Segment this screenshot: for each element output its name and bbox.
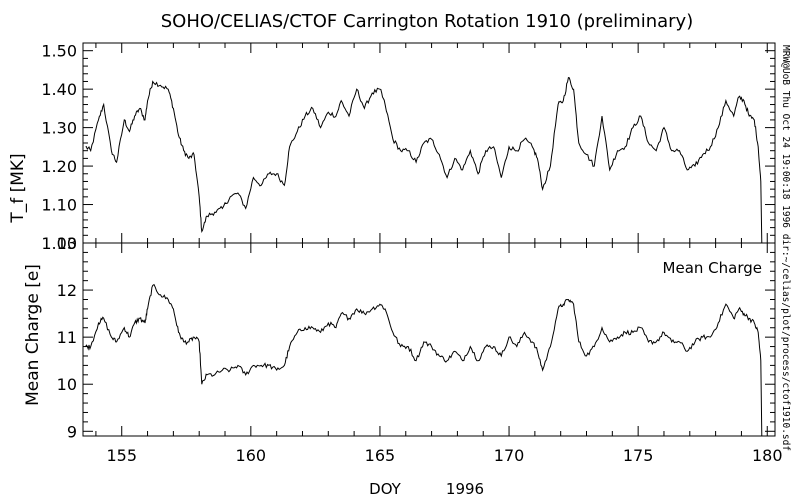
side-metadata-text: MRW@UoB Thu Oct 24 19:00:18 1996 dir:~/c… xyxy=(780,45,791,451)
y-tick-label: 1.20 xyxy=(41,157,77,176)
x-tick-label: 165 xyxy=(365,446,396,465)
mean-charge-series-line xyxy=(85,283,763,437)
bottom-panel-frame xyxy=(82,242,776,437)
y-tick-label: 12 xyxy=(57,281,77,300)
axis-ticks: 1.00 1.10 1.20 1.30 1.40 1.50 9 10 11 12 13 155 160 1… xyxy=(41,42,782,465)
x-tick-label: 180 xyxy=(752,446,783,465)
mean-charge-annotation: Mean Charge xyxy=(663,259,762,277)
y-tick-label: 1.10 xyxy=(41,196,77,215)
top-panel-frame xyxy=(82,42,776,244)
x-axis-year-label: 1996 xyxy=(446,480,484,498)
top-y-axis-label: T_f [MK] xyxy=(8,153,28,223)
x-tick-label: 170 xyxy=(494,446,525,465)
y-tick-label: 9 xyxy=(67,422,77,441)
y-tick-label: 11 xyxy=(57,328,77,347)
x-tick-label: 160 xyxy=(236,446,267,465)
temperature-series-line xyxy=(85,76,763,244)
x-tick-label: 175 xyxy=(623,446,654,465)
y-tick-label: 1.40 xyxy=(41,80,77,99)
data-lines xyxy=(85,76,763,437)
y-tick-label: 1.00 xyxy=(41,234,77,253)
x-tick-label: 155 xyxy=(106,446,137,465)
y-tick-label: 1.50 xyxy=(41,42,77,61)
bottom-y-axis-label: Mean Charge [e] xyxy=(23,264,43,406)
y-tick-label: 1.30 xyxy=(41,119,77,138)
y-tick-label: 10 xyxy=(57,375,77,394)
x-axis-label: DOY xyxy=(369,480,402,498)
y-tick-label: 13 xyxy=(57,234,77,253)
chart-title: SOHO/CELIAS/CTOF Carrington Rotation 191… xyxy=(161,11,693,32)
